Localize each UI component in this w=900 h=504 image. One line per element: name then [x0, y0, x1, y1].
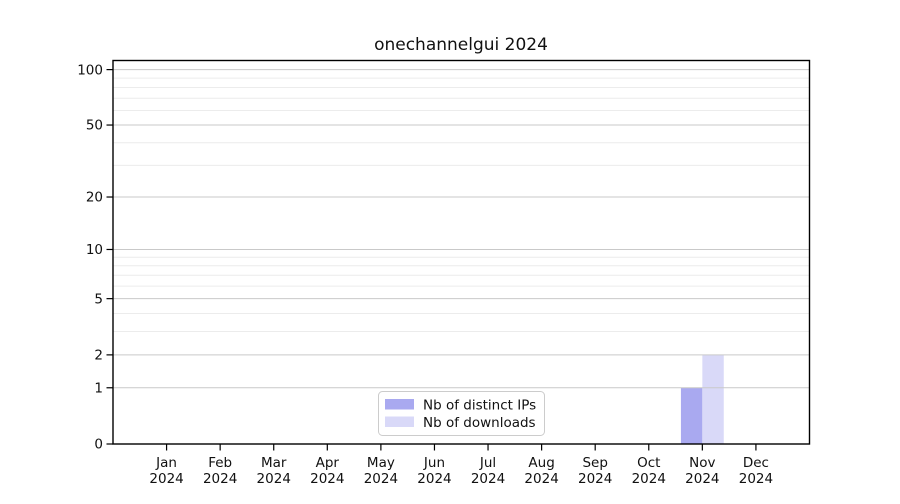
y-tick-label: 2	[94, 348, 103, 364]
x-tick-label-year: 2024	[203, 471, 237, 487]
x-tick-label-year: 2024	[524, 471, 558, 487]
x-tick-label-year: 2024	[632, 471, 666, 487]
x-tick-label-month: Apr	[316, 455, 340, 471]
x-tick-label-month: Jun	[423, 455, 445, 471]
chart-title: onechannelgui 2024	[374, 35, 548, 55]
y-tick-label: 100	[77, 62, 103, 78]
x-tick-label-month: Aug	[528, 455, 554, 471]
y-tick-label: 50	[86, 118, 103, 134]
x-tick-label-month: Jul	[479, 455, 496, 471]
x-tick-label-year: 2024	[257, 471, 291, 487]
bar-nov-series0	[680, 387, 703, 444]
legend-box	[378, 391, 545, 436]
legend-swatch-downloads	[385, 416, 414, 427]
x-tick-label-year: 2024	[685, 471, 719, 487]
x-tick-label-year: 2024	[310, 471, 344, 487]
plot-border	[112, 59, 811, 445]
x-tick-label-month: Mar	[261, 455, 287, 471]
bars-layer	[680, 354, 724, 444]
x-tick-label-year: 2024	[471, 471, 505, 487]
grid-layer	[113, 69, 810, 389]
x-tick-label-year: 2024	[417, 471, 451, 487]
y-tick-label: 1	[94, 380, 103, 396]
x-tick-label-month: Nov	[689, 455, 715, 471]
y-tick-label: 5	[94, 291, 103, 307]
x-tick-label-year: 2024	[149, 471, 183, 487]
legend-swatch-distinct-ips	[385, 399, 414, 410]
x-tick-label-month: Feb	[208, 455, 232, 471]
x-tick-label-month: Jan	[155, 455, 177, 471]
x-tick-label-year: 2024	[364, 471, 398, 487]
legend-label-distinct-ips: Nb of distinct IPs	[423, 398, 536, 414]
x-tick-label-month: Oct	[637, 455, 660, 471]
y-tick-label: 10	[86, 242, 103, 258]
axis-layer: 0125102050100Jan2024Feb2024Mar2024Apr202…	[77, 62, 773, 487]
y-tick-label: 20	[86, 190, 103, 206]
x-tick-label-month: Sep	[582, 455, 607, 471]
x-tick-label-year: 2024	[578, 471, 612, 487]
y-tick-label: 0	[94, 437, 103, 453]
x-tick-label-month: May	[367, 455, 395, 471]
x-tick-label-year: 2024	[739, 471, 773, 487]
x-tick-label-month: Dec	[743, 455, 769, 471]
legend-label-downloads: Nb of downloads	[423, 415, 536, 431]
legend: Nb of distinct IPs Nb of downloads	[378, 391, 545, 436]
bar-nov-series1	[702, 354, 724, 444]
